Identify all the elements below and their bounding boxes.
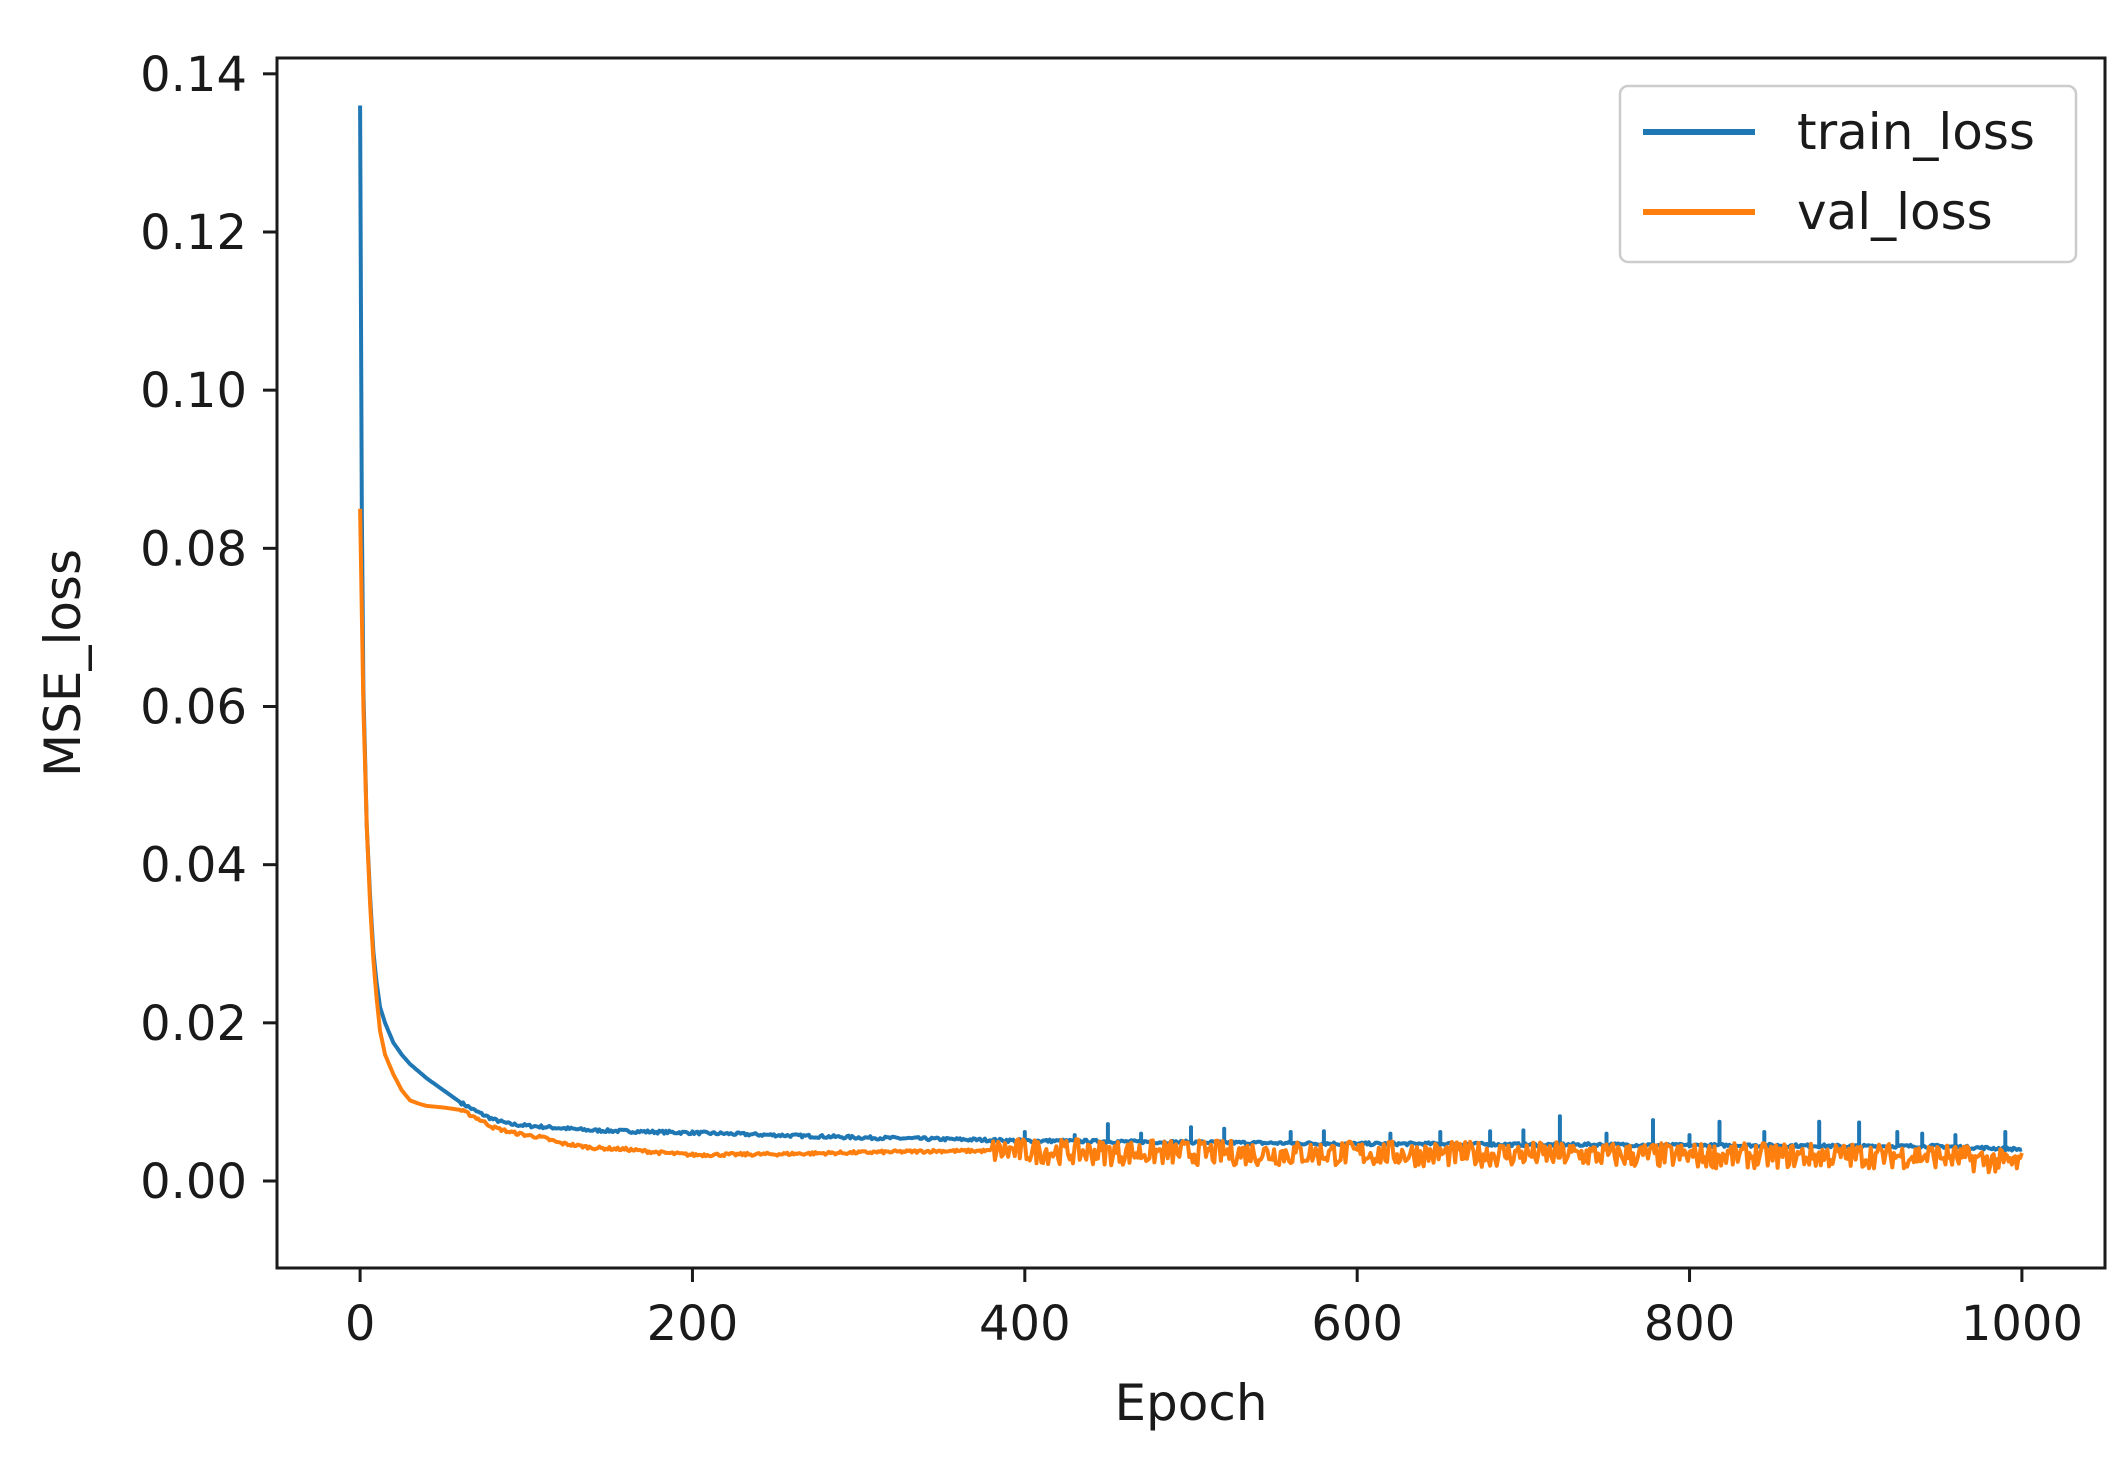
axes-frame	[275, 56, 2107, 1270]
legend-label-train-loss: train_loss	[1797, 103, 2035, 161]
y-tick-label: 0.04	[140, 838, 247, 894]
y-tick-label: 0.10	[140, 363, 247, 419]
y-axis: 0.00 0.02 0.04 0.06 0.08 0.10 0.12 0.14	[140, 47, 277, 1210]
x-tick-label: 0	[345, 1296, 376, 1352]
x-tick-label: 1000	[1961, 1296, 2083, 1352]
x-tick-label: 200	[647, 1296, 739, 1352]
series-line-val-loss	[358, 508, 2024, 1175]
y-tick-label: 0.00	[140, 1154, 247, 1210]
x-tick-label: 800	[1644, 1296, 1736, 1352]
y-tick-label: 0.02	[140, 996, 247, 1052]
plot-area	[275, 56, 2107, 1270]
y-tick-label: 0.12	[140, 205, 247, 261]
legend: train_loss val_loss	[1618, 84, 2078, 264]
x-tick-label: 600	[1311, 1296, 1403, 1352]
x-axis: 0 200 400 600 800 1000	[345, 1268, 2083, 1352]
y-tick-label: 0.14	[140, 47, 247, 103]
x-axis-label: Epoch	[1114, 1374, 1267, 1432]
y-tick-label: 0.06	[140, 679, 247, 735]
x-tick-label: 400	[979, 1296, 1071, 1352]
y-tick-label: 0.08	[140, 521, 247, 577]
y-axis-label: MSE_loss	[34, 549, 92, 777]
legend-label-val-loss: val_loss	[1797, 183, 1993, 241]
series-group	[358, 105, 2024, 1175]
